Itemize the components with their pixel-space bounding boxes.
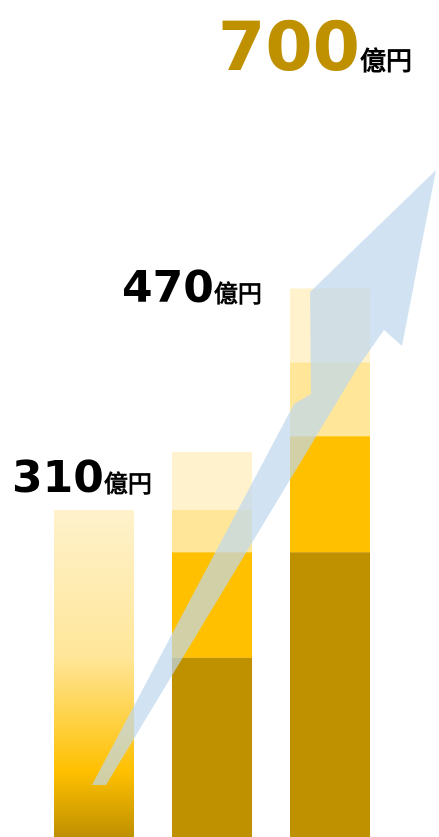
bar-1 [54,510,134,837]
value-label-number: 470 [122,262,214,313]
value-label-2: 470億円 [122,262,262,313]
bar-2-segment-1 [172,657,252,837]
value-label-3: 700億円 [218,8,412,87]
trend-arrow-icon [92,170,436,785]
value-label-number: 700 [218,8,360,87]
value-label-unit: 億円 [360,47,412,77]
bar-2-segment-4 [172,451,252,510]
bar-3-segment-1 [290,552,370,837]
value-label-unit: 億円 [214,280,262,308]
value-label-1: 310億円 [12,452,152,503]
value-label-number: 310 [12,452,104,503]
value-label-unit: 億円 [104,470,152,498]
